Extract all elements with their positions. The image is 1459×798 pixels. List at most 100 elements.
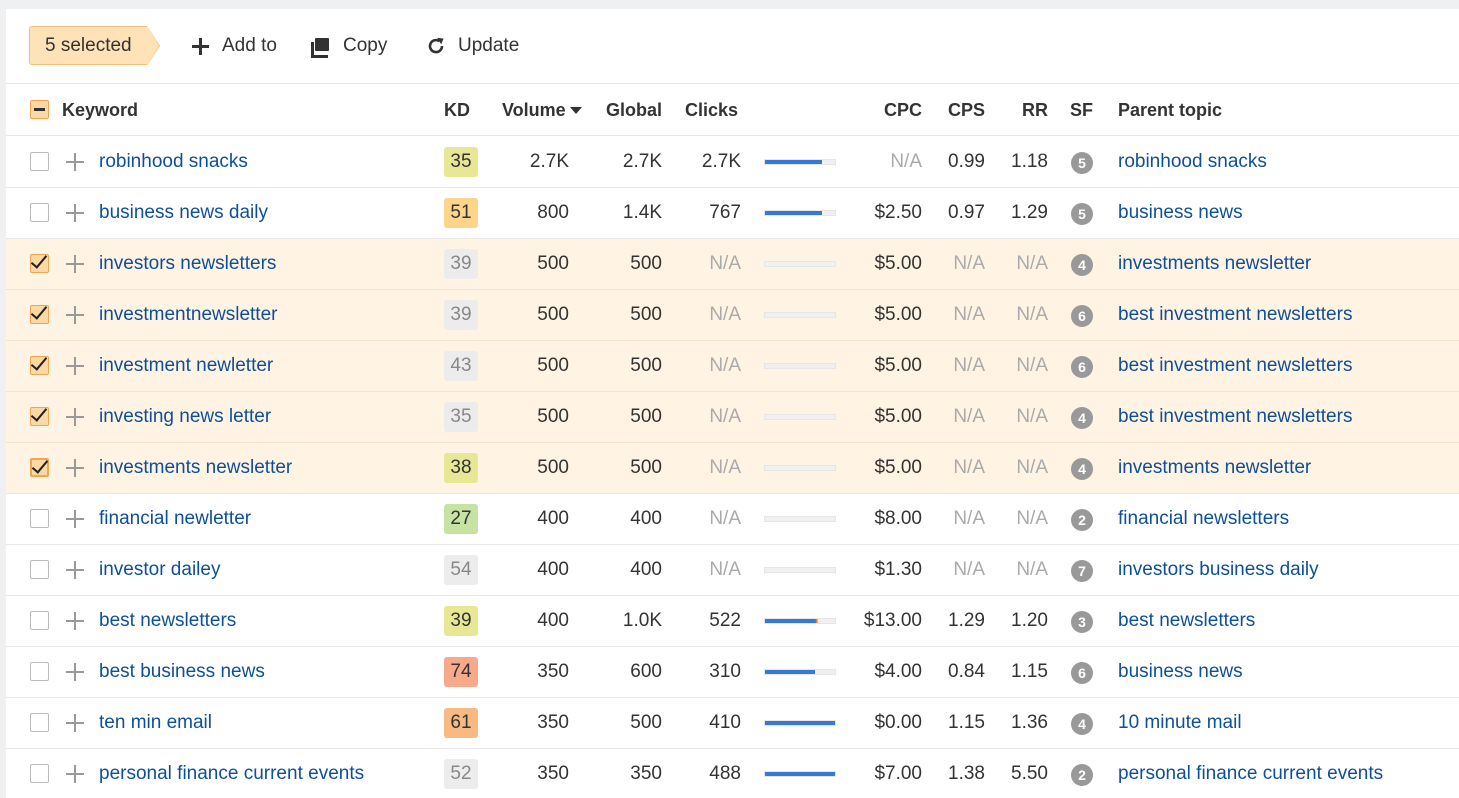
add-keyword-plus-icon[interactable]: [66, 612, 84, 630]
sort-down-icon: [569, 107, 582, 114]
parent-topic-link[interactable]: business news: [1118, 202, 1243, 223]
table-row: investors newsletters 39 500 500 N/A $5.00 N/A…: [6, 239, 1459, 290]
add-keyword-plus-icon[interactable]: [66, 153, 84, 171]
row-checkbox[interactable]: [30, 152, 49, 171]
add-keyword-plus-icon[interactable]: [66, 663, 84, 681]
add-keyword-plus-icon[interactable]: [66, 408, 84, 426]
col-cps[interactable]: CPS: [947, 100, 985, 120]
col-kd[interactable]: KD: [444, 100, 470, 120]
copy-label: Copy: [343, 34, 388, 56]
col-rr[interactable]: RR: [1022, 100, 1048, 120]
volume-value: 500: [537, 406, 569, 427]
row-checkbox[interactable]: [30, 764, 49, 783]
keyword-link[interactable]: business news daily: [99, 202, 268, 223]
add-keyword-plus-icon[interactable]: [66, 357, 84, 375]
parent-topic-link[interactable]: best investment newsletters: [1118, 406, 1353, 427]
cpc-value: $8.00: [874, 508, 922, 529]
parent-topic-link[interactable]: investments newsletter: [1118, 253, 1312, 274]
table-row: robinhood snacks 35 2.7K 2.7K 2.7K N/A 0.99 1.1…: [6, 137, 1459, 188]
row-checkbox[interactable]: [30, 251, 49, 273]
col-keyword[interactable]: Keyword: [62, 100, 139, 120]
row-checkbox[interactable]: [30, 662, 49, 681]
col-sf[interactable]: SF: [1070, 100, 1094, 120]
keyword-link[interactable]: investmentnewsletter: [99, 304, 278, 325]
keyword-link[interactable]: investments newsletter: [99, 457, 293, 478]
checkmark-icon: [30, 353, 48, 371]
clicks-value: N/A: [709, 304, 741, 325]
keyword-link[interactable]: investors newsletters: [99, 253, 277, 274]
keyword-link[interactable]: robinhood snacks: [99, 151, 248, 172]
clicks-bar: [764, 414, 836, 420]
row-checkbox[interactable]: [30, 456, 49, 477]
update-button[interactable]: Update: [425, 26, 519, 65]
parent-topic-link[interactable]: 10 minute mail: [1118, 712, 1242, 733]
add-keyword-plus-icon[interactable]: [66, 255, 84, 273]
keyword-link[interactable]: ten min email: [99, 712, 212, 733]
parent-topic-link[interactable]: financial newsletters: [1118, 508, 1290, 529]
col-clicks[interactable]: Clicks: [685, 100, 739, 120]
row-checkbox[interactable]: [30, 404, 49, 426]
add-keyword-plus-icon[interactable]: [66, 510, 84, 528]
cpc-value: $5.00: [874, 304, 922, 325]
row-checkbox[interactable]: [30, 611, 49, 630]
keyword-link[interactable]: investor dailey: [99, 559, 221, 580]
select-all-checkbox[interactable]: [30, 100, 49, 119]
row-checkbox[interactable]: [30, 560, 49, 579]
parent-topic-link[interactable]: best investment newsletters: [1118, 304, 1353, 325]
row-checkbox[interactable]: [30, 302, 49, 324]
table-row: best newsletters 39 400 1.0K 522 $13.00 1.29 1.…: [6, 596, 1459, 647]
volume-value: 500: [537, 457, 569, 478]
table-row: investing news letter 35 500 500 N/A $5.00 N/A…: [6, 392, 1459, 443]
keyword-link[interactable]: best business news: [99, 661, 265, 682]
add-keyword-plus-icon[interactable]: [66, 714, 84, 732]
clicks-value: N/A: [709, 457, 741, 478]
global-value: 500: [630, 355, 662, 376]
parent-topic-link[interactable]: business news: [1118, 661, 1243, 682]
row-checkbox[interactable]: [30, 353, 49, 375]
add-keyword-plus-icon[interactable]: [66, 561, 84, 579]
add-keyword-plus-icon[interactable]: [66, 459, 84, 477]
rr-value: N/A: [1016, 508, 1048, 529]
clicks-value: 310: [709, 661, 741, 682]
row-checkbox[interactable]: [30, 509, 49, 528]
table-row: business news daily 51 800 1.4K 767 $2.50 0.97…: [6, 188, 1459, 239]
col-volume[interactable]: Volume: [502, 84, 582, 136]
global-value: 400: [630, 559, 662, 580]
keyword-link[interactable]: personal finance current events: [99, 763, 365, 784]
clicks-value: 488: [709, 763, 741, 784]
rr-value: 5.50: [1011, 763, 1048, 784]
parent-topic-link[interactable]: best investment newsletters: [1118, 355, 1353, 376]
clicks-bar: [764, 159, 836, 165]
row-checkbox[interactable]: [30, 203, 49, 222]
parent-topic-link[interactable]: investments newsletter: [1118, 457, 1312, 478]
cps-value: N/A: [953, 355, 985, 376]
add-keyword-plus-icon[interactable]: [66, 765, 84, 783]
volume-value: 500: [537, 253, 569, 274]
clicks-value: 2.7K: [701, 151, 741, 172]
cpc-value: $1.30: [874, 559, 922, 580]
keyword-link[interactable]: financial newletter: [99, 508, 252, 529]
keyword-link[interactable]: investing news letter: [99, 406, 272, 427]
col-cpc[interactable]: CPC: [883, 100, 922, 120]
add-keyword-plus-icon[interactable]: [66, 306, 84, 324]
sf-count-badge: 7: [1071, 560, 1093, 582]
parent-topic-link[interactable]: best newsletters: [1118, 610, 1256, 631]
add-to-button[interactable]: Add to: [189, 26, 277, 65]
keywords-panel: 5 selected Add to Copy Update Keyword KD…: [6, 9, 1459, 798]
copy-button[interactable]: Copy: [310, 26, 387, 65]
toolbar: 5 selected Add to Copy Update: [6, 9, 1459, 84]
checkmark-icon: [31, 456, 49, 474]
parent-topic-link[interactable]: robinhood snacks: [1118, 151, 1267, 172]
keyword-link[interactable]: best newsletters: [99, 610, 237, 631]
col-parent-topic[interactable]: Parent topic: [1118, 100, 1223, 120]
sf-count-badge: 6: [1071, 662, 1093, 684]
parent-topic-link[interactable]: personal finance current events: [1118, 763, 1384, 784]
volume-value: 800: [537, 202, 569, 223]
keyword-link[interactable]: investment newletter: [99, 355, 274, 376]
cps-value: N/A: [953, 559, 985, 580]
row-checkbox[interactable]: [30, 713, 49, 732]
col-global[interactable]: Global: [605, 100, 662, 120]
parent-topic-link[interactable]: investors business daily: [1118, 559, 1319, 580]
sf-count-badge: 5: [1071, 152, 1093, 174]
add-keyword-plus-icon[interactable]: [66, 204, 84, 222]
